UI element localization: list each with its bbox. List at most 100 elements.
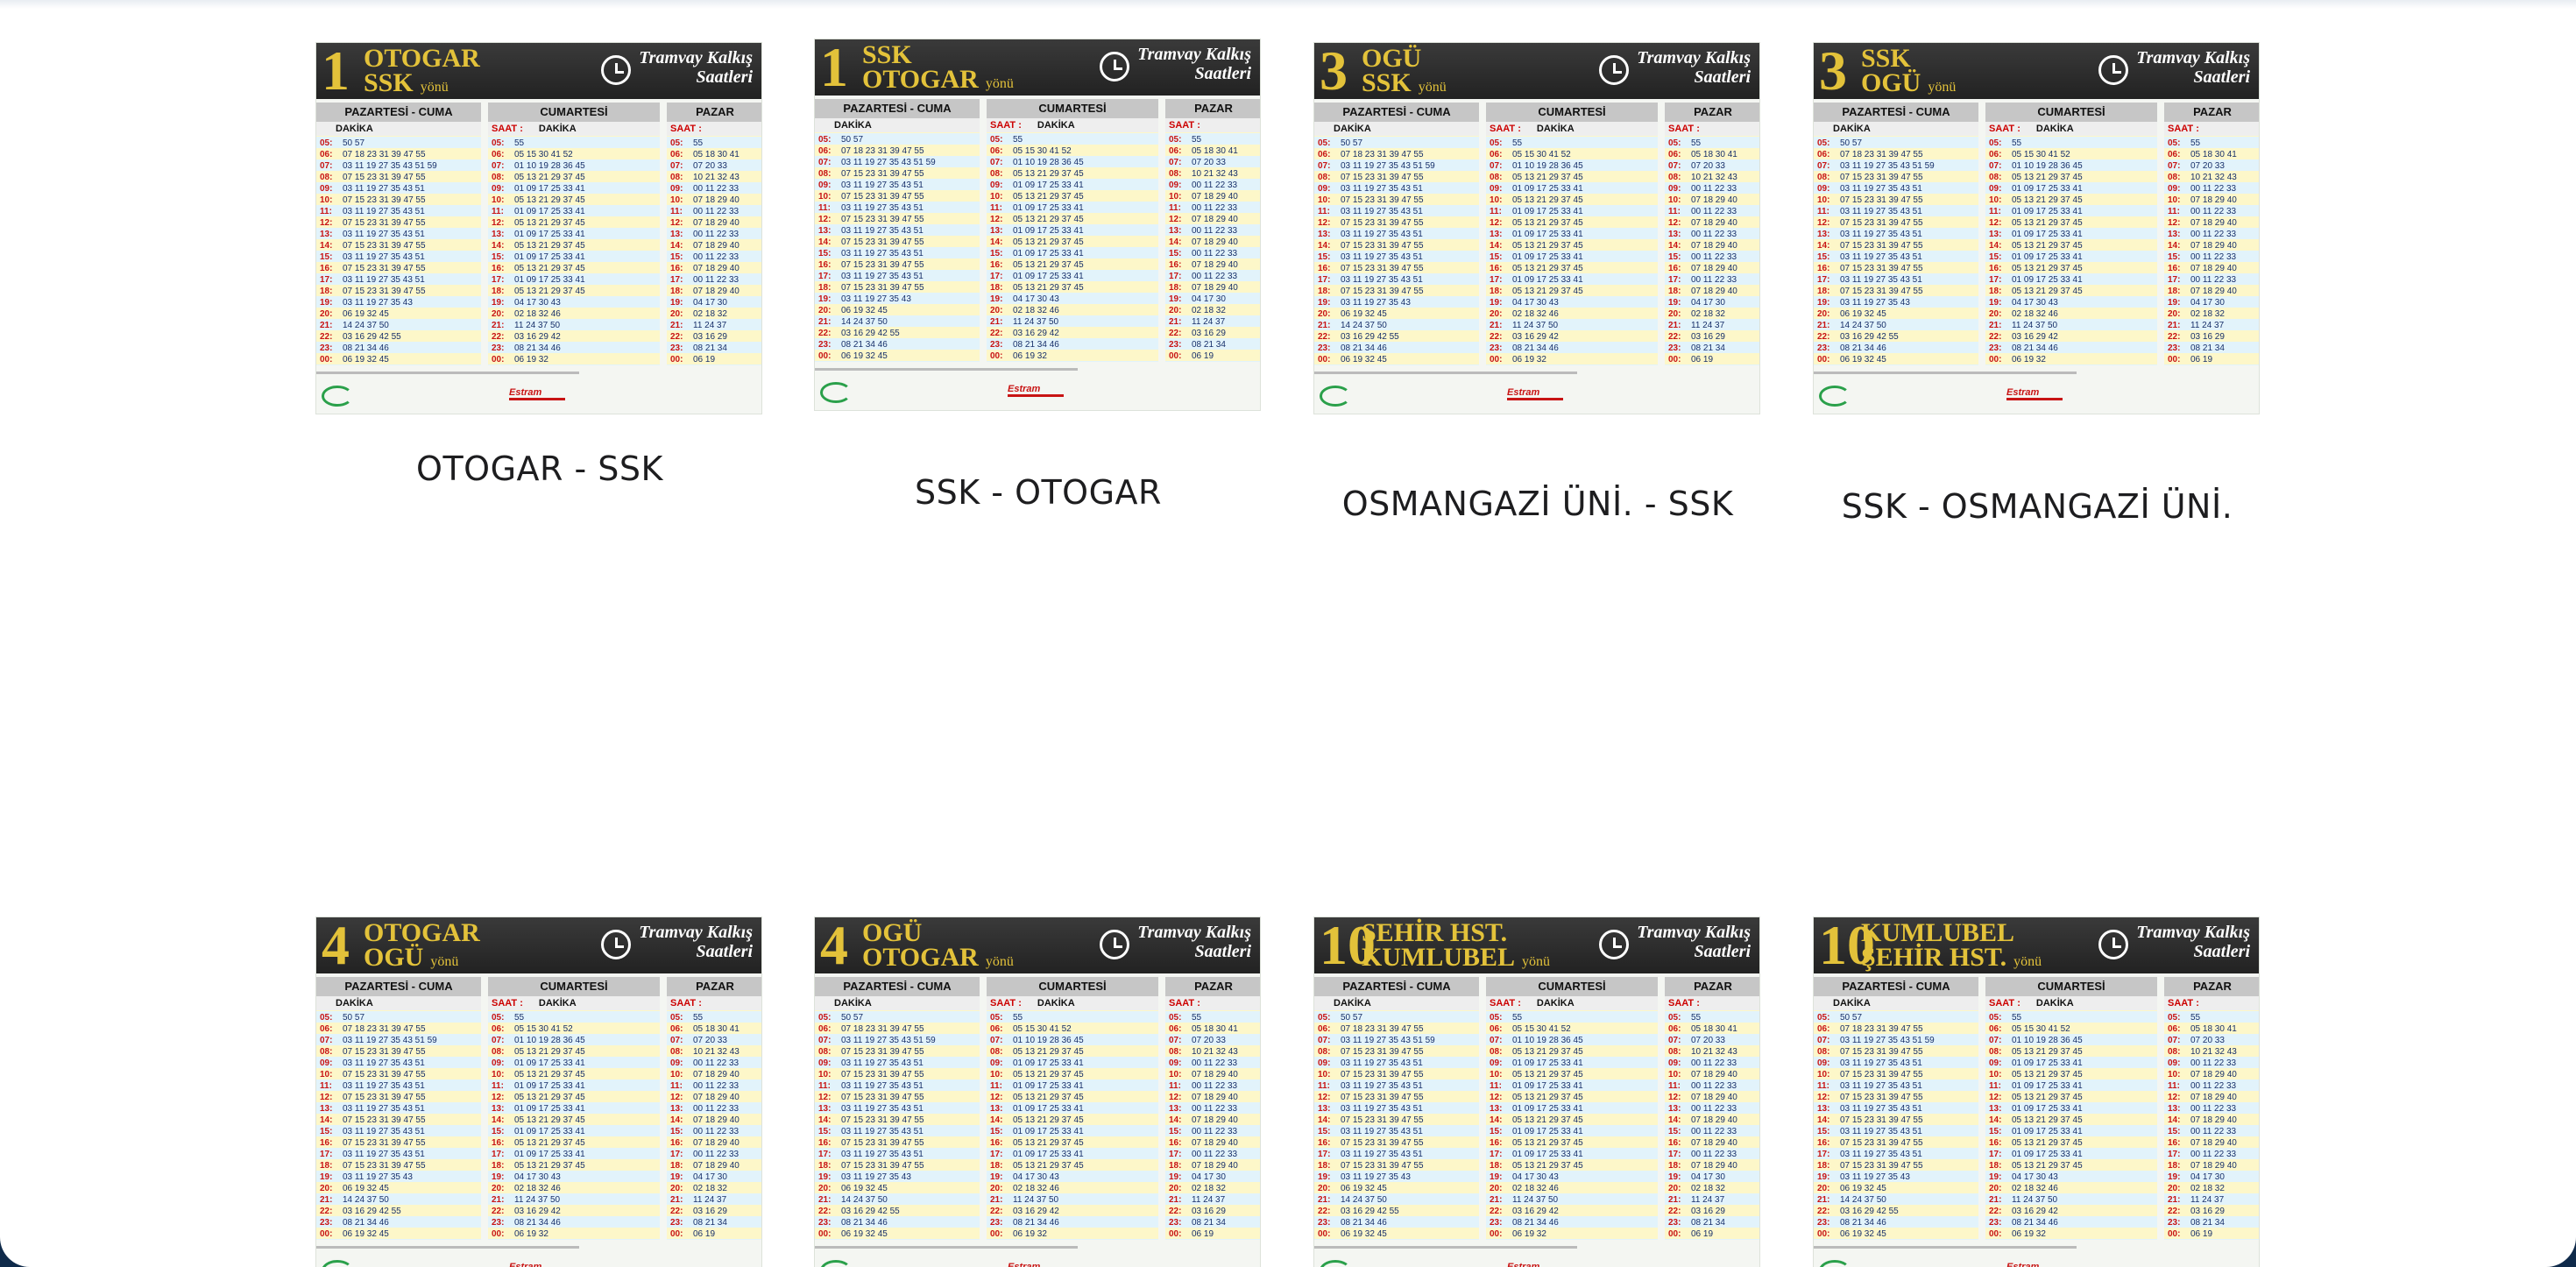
schedule-row: 07: 03 11 19 27 35 43 51 59 bbox=[818, 1036, 936, 1045]
schedule-row: 08: 07 15 23 31 39 47 55 bbox=[1318, 173, 1424, 182]
schedule-row: 13: 00 11 22 33 bbox=[1169, 1104, 1238, 1114]
timetable-thumbnail[interactable]: 1 OTOGAR SSK yönü Tramvay Kalkış Saatleri… bbox=[315, 42, 762, 414]
schedule-row: 12: 07 15 23 31 39 47 55 bbox=[1318, 1093, 1424, 1102]
route-number: 3 bbox=[1320, 42, 1348, 102]
timetable-card[interactable]: 10 ŞEHİR HST. KUMLUBEL yönü Tramvay Kalkı… bbox=[1313, 917, 1762, 1267]
schedule-row: 14: 05 13 21 29 37 45 bbox=[492, 1115, 585, 1125]
schedule-row: 10: 07 18 29 40 bbox=[670, 1070, 740, 1079]
city-logo-icon bbox=[820, 1260, 852, 1267]
schedule-row: 12: 05 13 21 29 37 45 bbox=[1989, 1093, 2083, 1102]
schedule-row: 17: 01 09 17 25 33 41 bbox=[1490, 275, 1583, 285]
timetable-card[interactable]: 10 KUMLUBEL ŞEHİR HST. yönü Tramvay Kalkı… bbox=[1813, 917, 2261, 1267]
timetable-thumbnail[interactable]: 1 SSK OTOGAR yönü Tramvay Kalkış Saatleri… bbox=[814, 39, 1261, 411]
route-destination: OGÜ yönü bbox=[1861, 68, 1957, 97]
schedule-row: 14: 07 18 29 40 bbox=[1169, 1115, 1238, 1125]
schedule-row: 20: 06 19 32 45 bbox=[1817, 309, 1886, 319]
schedule-row: 09: 00 11 22 33 bbox=[670, 184, 740, 194]
timetable-thumbnail[interactable]: 4 OGÜ OTOGAR yönü Tramvay Kalkış Saatleri… bbox=[814, 917, 1261, 1267]
timetable-card[interactable]: 4 OGÜ OTOGAR yönü Tramvay Kalkış Saatleri… bbox=[814, 917, 1263, 1267]
route-destination: SSK yönü bbox=[364, 68, 449, 97]
timetable-thumbnail[interactable]: 3 SSK OGÜ yönü Tramvay Kalkış Saatleri PA… bbox=[1813, 42, 2260, 414]
schedule-row: 00: 06 19 32 45 bbox=[320, 355, 389, 365]
schedule-row: 22: 03 16 29 42 bbox=[1989, 332, 2058, 342]
timetable-thumbnail[interactable]: 3 OGÜ SSK yönü Tramvay Kalkış Saatleri PA… bbox=[1313, 42, 1760, 414]
schedule-row: 18: 07 18 29 40 bbox=[670, 1161, 740, 1171]
schedule-row: 09: 00 11 22 33 bbox=[1668, 1058, 1737, 1068]
route-caption[interactable]: SSK - OSMANGAZİ ÜNİ. bbox=[1841, 487, 2233, 526]
schedule-row: 17: 00 11 22 33 bbox=[2168, 1150, 2237, 1159]
schedule-row: 11: 03 11 19 27 35 43 51 bbox=[818, 203, 924, 213]
timetable-card[interactable]: 3 OGÜ SSK yönü Tramvay Kalkış Saatleri PA… bbox=[1313, 42, 1762, 523]
schedule-row: 06: 05 15 30 41 52 bbox=[492, 1024, 573, 1034]
timetable-card[interactable]: 4 OTOGAR OGÜ yönü Tramvay Kalkış Saatleri… bbox=[315, 917, 764, 1267]
schedule-row: 21: 11 24 37 bbox=[2168, 321, 2225, 330]
schedule-row: 18: 07 18 29 40 bbox=[2168, 287, 2237, 296]
schedule-row: 08: 10 21 32 43 bbox=[1668, 173, 1737, 182]
schedule-row: 11: 00 11 22 33 bbox=[1668, 207, 1737, 216]
timetable-thumbnail[interactable]: 10 KUMLUBEL ŞEHİR HST. yönü Tramvay Kalkı… bbox=[1813, 917, 2260, 1267]
schedule-row: 22: 03 16 29 42 55 bbox=[818, 1207, 900, 1216]
schedule-row: 17: 00 11 22 33 bbox=[670, 275, 740, 285]
schedule-row: 05: 55 bbox=[492, 138, 525, 148]
direction-suffix: yönü bbox=[1522, 954, 1551, 969]
fine-print-line bbox=[1314, 1246, 1577, 1249]
direction-suffix: yönü bbox=[985, 954, 1014, 969]
timetable-card[interactable]: 1 SSK OTOGAR yönü Tramvay Kalkış Saatleri… bbox=[814, 39, 1263, 512]
timetable-card[interactable]: 3 SSK OGÜ yönü Tramvay Kalkış Saatleri PA… bbox=[1813, 42, 2261, 526]
clock-icon bbox=[2098, 930, 2128, 959]
schedule-row: 18: 05 13 21 29 37 45 bbox=[492, 287, 585, 296]
schedule-row: 21: 11 24 37 50 bbox=[990, 1195, 1059, 1205]
schedule-row: 19: 04 17 30 43 bbox=[1989, 1172, 2058, 1182]
schedule-row: 23: 08 21 34 46 bbox=[492, 343, 561, 353]
schedule-row: 13: 00 11 22 33 bbox=[2168, 230, 2237, 239]
schedule-row: 14: 07 15 23 31 39 47 55 bbox=[818, 1115, 924, 1125]
route-names: SSK OTOGAR yönü bbox=[862, 42, 1125, 96]
schedule-row: 00: 06 19 32 bbox=[492, 1229, 548, 1239]
schedule-row: 07: 01 10 19 28 36 45 bbox=[990, 1036, 1084, 1045]
schedule-row: 19: 03 11 19 27 35 43 bbox=[818, 294, 911, 304]
city-logo-icon bbox=[1819, 386, 1851, 407]
schedule-row: 11: 00 11 22 33 bbox=[2168, 207, 2237, 216]
schedule-row: 06: 05 18 30 41 bbox=[670, 150, 740, 159]
route-caption[interactable]: OTOGAR - SSK bbox=[416, 449, 663, 488]
schedule-row: 10: 05 13 21 29 37 45 bbox=[492, 195, 585, 205]
schedule-row: 19: 03 11 19 27 35 43 bbox=[1817, 298, 1910, 308]
timetable-card[interactable]: 1 OTOGAR SSK yönü Tramvay Kalkış Saatleri… bbox=[315, 42, 764, 488]
schedule-row: 17: 00 11 22 33 bbox=[1668, 1150, 1737, 1159]
schedule-row: 23: 08 21 34 46 bbox=[1817, 1218, 1886, 1228]
city-logo-icon bbox=[1819, 1260, 1851, 1267]
schedule-row: 06: 05 15 30 41 52 bbox=[1989, 150, 2070, 159]
schedule-row: 08: 05 13 21 29 37 45 bbox=[1490, 173, 1583, 182]
schedule-row: 10: 07 18 29 40 bbox=[1668, 195, 1737, 205]
schedule-row: 13: 03 11 19 27 35 43 51 bbox=[818, 1104, 924, 1114]
route-number: 1 bbox=[322, 42, 350, 102]
route-caption[interactable]: OSMANGAZİ ÜNİ. - SSK bbox=[1341, 485, 1734, 523]
schedule-row: 19: 04 17 30 bbox=[2168, 298, 2225, 308]
schedule-row: 06: 05 18 30 41 bbox=[1169, 1024, 1238, 1034]
schedule-row: 12: 05 13 21 29 37 45 bbox=[492, 218, 585, 228]
sunday-column: PAZAR SAAT : 05: 55 06: 05 18 30 41 07: 07 20… bbox=[667, 977, 761, 1240]
schedule-row: 08: 05 13 21 29 37 45 bbox=[1989, 173, 2083, 182]
schedule-columns: PAZARTESİ - CUMA DAKİKA 05: 50 57 06: 07 18… bbox=[316, 977, 761, 1240]
route-number: 4 bbox=[820, 917, 848, 976]
schedule-row: 18: 07 15 23 31 39 47 55 bbox=[1817, 287, 1923, 296]
schedule-row: 05: 50 57 bbox=[320, 1013, 365, 1023]
route-caption[interactable]: SSK - OTOGAR bbox=[915, 473, 1162, 512]
schedule-row: 05: 55 bbox=[670, 138, 704, 148]
schedule-row: 20: 02 18 32 46 bbox=[1490, 309, 1559, 319]
schedule-row: 13: 03 11 19 27 35 43 51 bbox=[1318, 230, 1423, 239]
schedule-row: 21: 11 24 37 bbox=[1668, 321, 1725, 330]
schedule-row: 08: 07 15 23 31 39 47 55 bbox=[818, 169, 924, 179]
schedule-row: 16: 05 13 21 29 37 45 bbox=[1490, 264, 1583, 273]
schedule-row: 20: 02 18 32 bbox=[2168, 309, 2225, 319]
timetable-thumbnail[interactable]: 4 OTOGAR OGÜ yönü Tramvay Kalkış Saatleri… bbox=[315, 917, 762, 1267]
schedule-row: 15: 03 11 19 27 35 43 51 bbox=[1318, 1127, 1423, 1136]
timetable-thumbnail[interactable]: 10 ŞEHİR HST. KUMLUBEL yönü Tramvay Kalkı… bbox=[1313, 917, 1760, 1267]
schedule-row: 09: 00 11 22 33 bbox=[1169, 1058, 1238, 1068]
schedule-row: 11: 03 11 19 27 35 43 51 bbox=[1318, 1081, 1423, 1091]
schedule-row: 13: 01 09 17 25 33 41 bbox=[990, 1104, 1084, 1114]
schedule-row: 08: 05 13 21 29 37 45 bbox=[990, 169, 1084, 179]
schedule-row: 22: 03 16 29 42 55 bbox=[1817, 1207, 1899, 1216]
schedule-row: 12: 07 15 23 31 39 47 55 bbox=[1817, 1093, 1923, 1102]
